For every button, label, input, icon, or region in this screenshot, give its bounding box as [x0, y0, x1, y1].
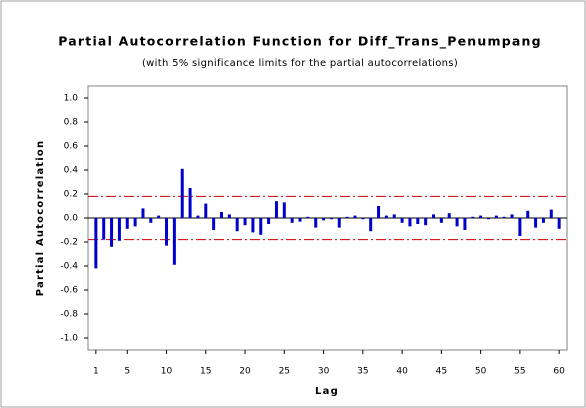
bar: [102, 218, 106, 240]
y-tick-label: 0.8: [64, 118, 79, 128]
bar: [424, 218, 428, 226]
bar: [306, 216, 310, 218]
bar: [337, 218, 341, 228]
x-tick-label: 20: [239, 367, 251, 377]
bar: [557, 218, 561, 229]
bar: [384, 215, 388, 218]
x-tick-label: 55: [514, 367, 525, 377]
x-tick-label: 35: [357, 367, 368, 377]
bar: [463, 218, 467, 230]
bar: [494, 215, 498, 218]
bar: [282, 202, 286, 218]
bar: [110, 218, 114, 247]
x-tick-label: 45: [436, 367, 447, 377]
bar: [290, 218, 294, 223]
y-tick-label: -0.6: [60, 286, 78, 296]
x-tick-label: 1: [93, 367, 99, 377]
bar: [274, 201, 278, 218]
bar: [141, 208, 145, 218]
bar: [267, 218, 271, 224]
bar: [432, 214, 436, 218]
bar: [353, 215, 357, 218]
bar: [447, 213, 451, 218]
bar: [400, 218, 404, 223]
bar: [322, 218, 326, 221]
x-tick-label: 40: [396, 367, 408, 377]
x-tick-label: 10: [161, 367, 173, 377]
y-tick-label: 0.4: [64, 166, 79, 176]
bar: [180, 168, 184, 218]
bar: [541, 218, 545, 223]
bar: [369, 218, 373, 232]
bar: [526, 210, 530, 218]
bar: [243, 218, 247, 226]
x-tick-label: 60: [553, 367, 565, 377]
y-tick-label: 0.6: [64, 142, 79, 152]
bar: [188, 188, 192, 218]
bar: [534, 218, 538, 228]
bar: [94, 218, 98, 269]
bar: [471, 216, 475, 218]
bar: [212, 218, 216, 230]
x-tick-label: 50: [475, 367, 487, 377]
bar: [165, 218, 169, 246]
bar: [549, 209, 553, 218]
bar: [251, 218, 255, 233]
bar: [157, 215, 161, 218]
bar: [204, 203, 208, 218]
bar: [314, 218, 318, 228]
chart-title: Partial Autocorrelation Function for Dif…: [58, 34, 542, 50]
bar: [361, 218, 365, 220]
chart-subtitle: (with 5% significance limits for the par…: [142, 58, 458, 69]
bar: [196, 215, 200, 218]
bar: [298, 218, 302, 222]
bar: [125, 218, 129, 229]
y-tick-label: -1.0: [60, 334, 78, 344]
bar: [235, 218, 239, 232]
bar: [439, 218, 443, 223]
bar: [133, 218, 137, 227]
bar: [479, 215, 483, 218]
bar: [172, 218, 176, 265]
bar: [259, 218, 263, 235]
bar: [117, 218, 121, 241]
bar: [219, 212, 223, 218]
bar: [149, 218, 153, 223]
bar: [345, 216, 349, 218]
y-tick-label: 1.0: [64, 94, 79, 104]
bar: [392, 214, 396, 218]
bar: [416, 218, 420, 224]
y-tick-label: -0.8: [60, 310, 78, 320]
y-tick-label: -0.2: [60, 238, 78, 248]
y-tick-label: 0.0: [64, 214, 79, 224]
bar: [227, 214, 231, 218]
bar: [329, 218, 333, 220]
bar: [455, 218, 459, 227]
x-tick-label: 30: [318, 367, 330, 377]
x-axis-label: Lag: [315, 386, 339, 397]
bar: [510, 214, 514, 218]
x-tick-label: 5: [124, 367, 130, 377]
x-tick-label: 25: [279, 367, 290, 377]
y-axis-label: Partial Autocorrelation: [35, 140, 46, 297]
bar: [408, 218, 412, 227]
bar: [502, 216, 506, 218]
y-tick-label: 0.2: [64, 190, 78, 200]
bar: [486, 218, 490, 220]
y-tick-label: -0.4: [60, 262, 78, 272]
x-tick-label: 15: [200, 367, 211, 377]
bar: [377, 206, 381, 218]
bar: [518, 218, 522, 236]
